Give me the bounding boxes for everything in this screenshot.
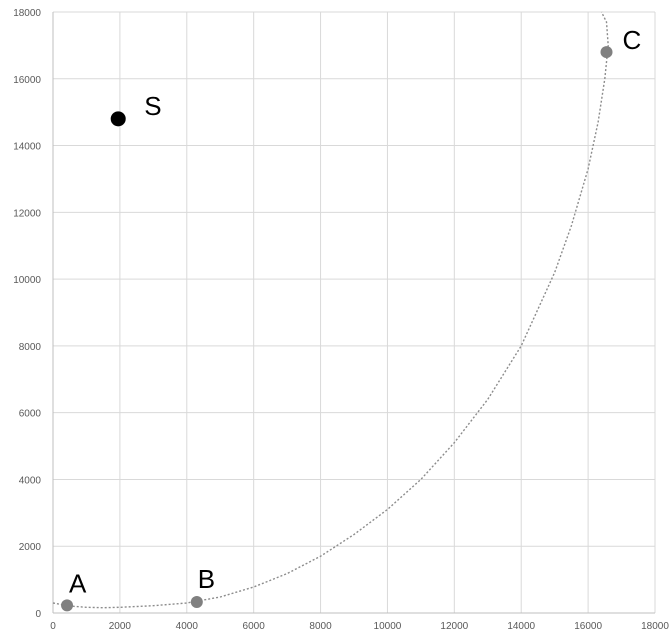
point-c	[600, 46, 613, 59]
x-tick-label: 10000	[374, 621, 402, 632]
x-tick-label: 8000	[309, 621, 332, 632]
y-tick-label: 2000	[19, 542, 42, 553]
x-tick-label: 0	[50, 621, 56, 632]
y-tick-label: 18000	[13, 8, 41, 19]
y-tick-label: 0	[35, 609, 41, 620]
x-tick-label: 16000	[574, 621, 602, 632]
axes	[52, 12, 655, 614]
y-tick-label: 4000	[19, 475, 42, 486]
y-tick-label: 14000	[13, 142, 41, 153]
x-tick-label: 12000	[440, 621, 468, 632]
x-tick-label: 14000	[507, 621, 535, 632]
y-tick-label: 16000	[13, 75, 41, 86]
trajectory-line	[52, 11, 609, 609]
trajectory-curve	[52, 11, 609, 609]
y-tick-label: 6000	[19, 409, 42, 420]
point-label-a: A	[69, 568, 87, 598]
x-tick-label: 4000	[176, 621, 199, 632]
y-tick-label: 8000	[19, 342, 42, 353]
point-a	[61, 599, 74, 612]
tick-labels: 0 2000 4000 6000 8000 10000 12000 14000 16000 180…	[13, 8, 669, 632]
point-label-c: C	[623, 25, 642, 55]
grid-lines	[53, 11, 656, 613]
point-label-b: B	[198, 564, 215, 594]
y-tick-label: 10000	[13, 275, 41, 286]
x-tick-label: 18000	[641, 621, 669, 632]
point-label-s: S	[144, 91, 161, 121]
y-tick-label: 12000	[13, 208, 41, 219]
x-tick-label: 6000	[243, 621, 266, 632]
point-s	[110, 111, 126, 127]
point-b	[190, 595, 203, 608]
data-points: S A B C	[61, 25, 642, 612]
x-tick-label: 2000	[109, 621, 132, 632]
